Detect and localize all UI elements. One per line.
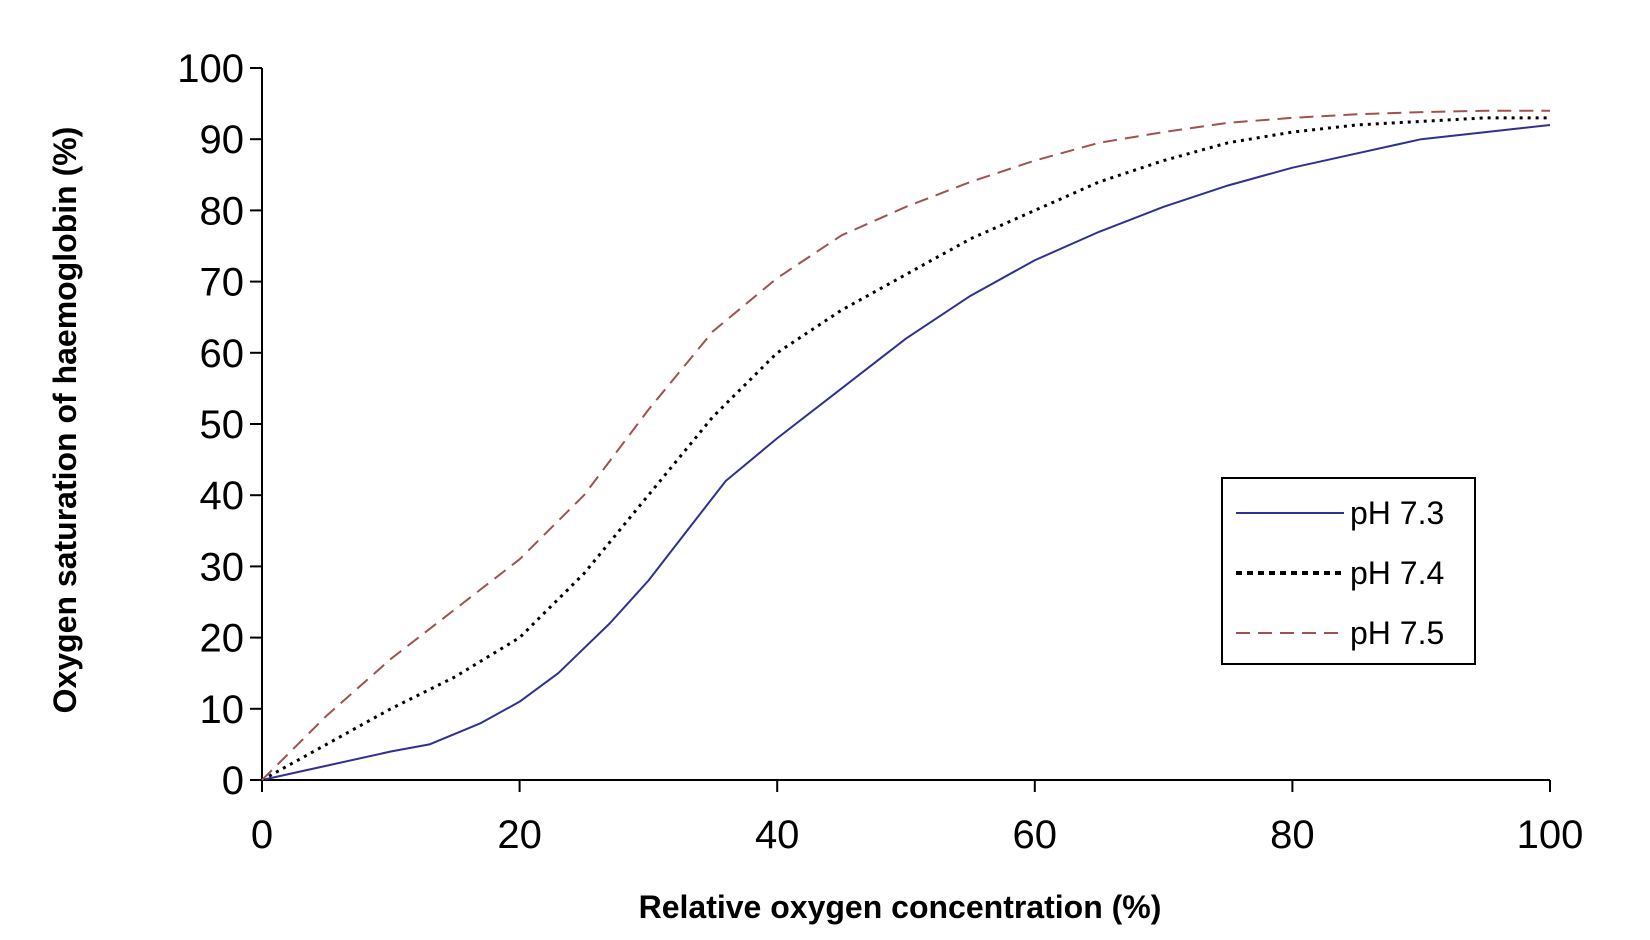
y-tick-label: 30	[200, 545, 245, 589]
legend: pH 7.3 pH 7.4 pH 7.5	[1221, 477, 1476, 665]
y-tick-label: 60	[200, 332, 245, 376]
x-tick-label: 60	[1013, 813, 1058, 857]
x-tick-label: 0	[251, 813, 273, 857]
x-tick-label: 40	[755, 813, 800, 857]
y-tick-label: 20	[200, 617, 245, 661]
series-layer	[261, 109, 1551, 782]
y-axis: 0 10 20 30 40 50 60 70 80 90 100	[177, 47, 263, 803]
x-tick-label: 100	[1517, 813, 1584, 857]
y-tick-label: 50	[200, 403, 245, 447]
y-tick-label: 70	[200, 261, 245, 305]
y-tick-label: 10	[200, 688, 245, 732]
y-tick-label: 80	[200, 189, 245, 233]
x-tick-label: 80	[1270, 813, 1315, 857]
y-tick-label: 0	[222, 759, 244, 803]
series-line-ph-7-5	[261, 109, 1550, 781]
y-tick-label: 90	[200, 118, 245, 162]
y-tick-label: 100	[177, 47, 244, 91]
series-line-ph-7-3	[261, 123, 1551, 781]
y-axis-title: Oxygen saturation of haemoglobin (%)	[47, 127, 83, 714]
legend-label: pH 7.3	[1350, 495, 1444, 531]
x-tick-label: 20	[497, 813, 542, 857]
y-tick-label: 40	[200, 474, 245, 518]
x-axis-title: Relative oxygen concentration (%)	[639, 889, 1162, 925]
legend-label: pH 7.4	[1350, 555, 1444, 591]
series-line-ph-7-4	[261, 116, 1550, 782]
legend-label: pH 7.5	[1350, 615, 1444, 651]
x-axis: 0 20 40 60 80 100	[251, 779, 1584, 857]
